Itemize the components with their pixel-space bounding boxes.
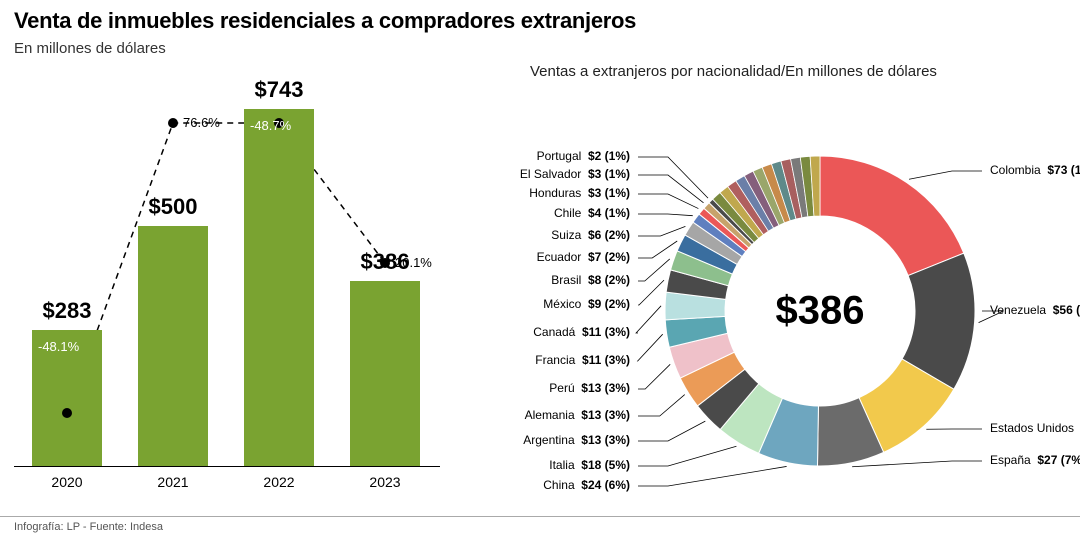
trend-dot (168, 118, 178, 128)
bar-year-label: 2022 (244, 474, 314, 490)
slice-label: Brasil $8 (2%) (551, 273, 630, 287)
slice-label: El Salvador $3 (1%) (520, 167, 630, 181)
slice-label: Chile $4 (1%) (554, 206, 630, 220)
pct-label: -48.7% (250, 118, 291, 133)
bar-value-label: $500 (138, 194, 208, 220)
slice-label: Alemania $13 (3%) (525, 408, 630, 422)
pct-label: 76.6% (183, 115, 220, 130)
slice-label: Portugal $2 (1%) (537, 149, 630, 163)
slice-label: Italia $18 (5%) (549, 458, 630, 472)
slice-label: Ecuador $7 (2%) (537, 250, 630, 264)
chart-footer: Infografía: LP - Fuente: Indesa (0, 516, 1080, 537)
slice-label: Perú $13 (3%) (549, 381, 630, 395)
chart-title: Venta de inmuebles residenciales a compr… (0, 0, 1080, 34)
slice-label: España $27 (7%) (990, 453, 1080, 467)
chart-subtitle: En millones de dólares (0, 34, 1080, 57)
slice-label: Canadá $11 (3%) (533, 325, 630, 339)
bar-year-label: 2021 (138, 474, 208, 490)
donut-chart: Ventas a extranjeros por nacionalidad/En… (450, 63, 1080, 503)
trend-dot (62, 408, 72, 418)
slice-label: México $9 (2%) (543, 297, 630, 311)
slice-label: Colombia $73 (19%) (990, 163, 1080, 177)
slice-label: Suiza $6 (2%) (551, 228, 630, 242)
bar-value-label: $283 (32, 298, 102, 324)
bar-chart: $2832020-48.1%$500202176.6%$7432022-48.7… (0, 63, 450, 503)
donut-center-value: $386 (776, 289, 865, 334)
slice-label: Estados Unidos $38 (10%) (990, 421, 1080, 435)
bar-year-label: 2020 (32, 474, 102, 490)
slice-label: Argentina $13 (3%) (523, 433, 630, 447)
donut-title: Ventas a extranjeros por nacionalidad/En… (530, 63, 937, 80)
bar-year-label: 2023 (350, 474, 420, 490)
bar-2023: $3862023 (350, 281, 420, 466)
slice-label: China $24 (6%) (543, 478, 630, 492)
trend-dot (380, 258, 390, 268)
slice-label: Venezuela $56 (14%) (990, 303, 1080, 317)
pct-label: -48.1% (38, 339, 79, 354)
bar-2021: $5002021 (138, 226, 208, 466)
pct-label: 20.1% (395, 255, 432, 270)
slice-label: Francia $11 (3%) (535, 353, 630, 367)
bar-value-label: $743 (244, 77, 314, 103)
bar-2022: $7432022 (244, 109, 314, 466)
slice-label: Honduras $3 (1%) (529, 186, 630, 200)
